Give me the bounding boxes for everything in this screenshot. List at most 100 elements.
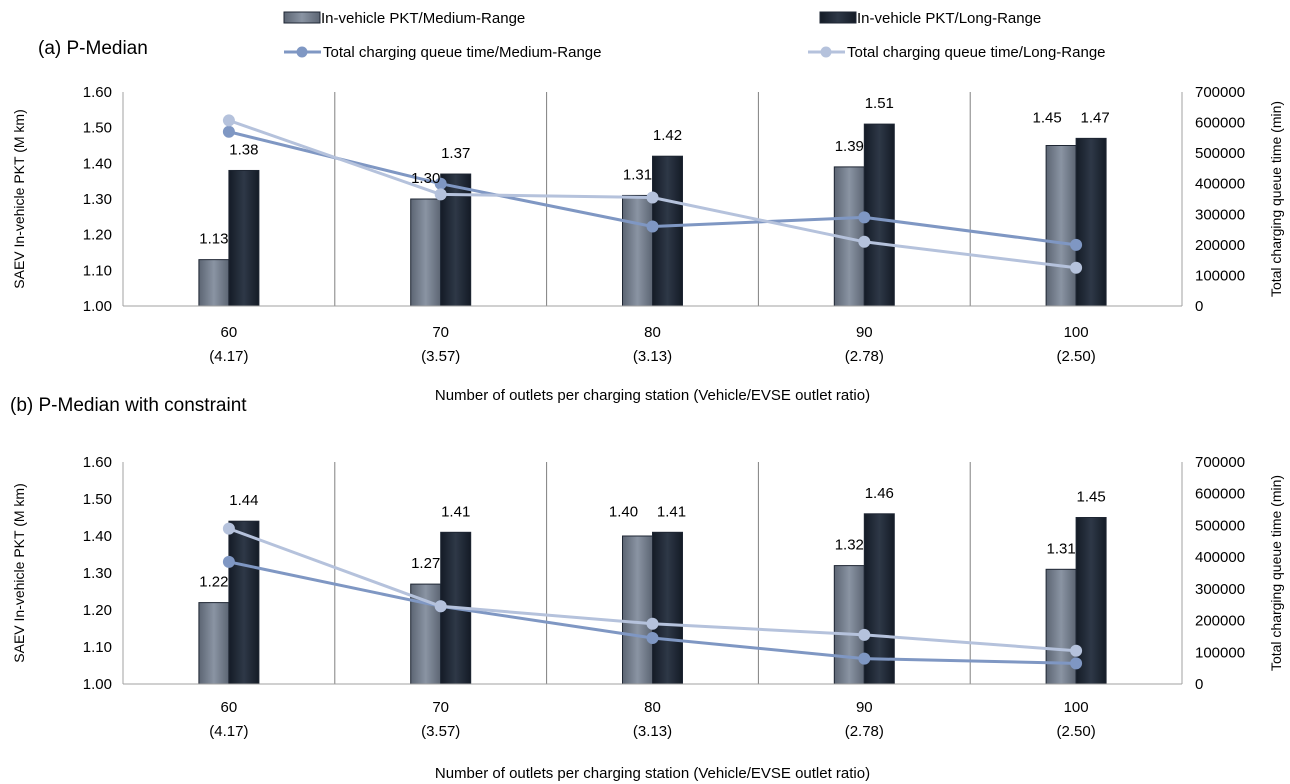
marker-queue-medium-range [434, 177, 447, 190]
y2-axis-title: Total charging queue time (min) [1268, 101, 1284, 297]
data-label-long: 1.45 [1076, 489, 1105, 506]
bar-medium-range [410, 583, 442, 685]
legend-label-queue-long: Total charging queue time/Long-Range [847, 44, 1106, 61]
y-tick-label: 1.50 [83, 120, 112, 137]
y2-tick-label: 100000 [1195, 644, 1245, 661]
panel-a: (a) P-Median1.131.381.301.371.311.421.39… [11, 38, 1284, 404]
y2-tick-label: 600000 [1195, 486, 1245, 503]
data-label-medium: 1.32 [835, 537, 864, 554]
y2-tick-label: 0 [1195, 298, 1203, 315]
y-tick-label: 1.20 [83, 602, 112, 619]
data-label-long: 1.37 [441, 145, 470, 162]
data-label-long: 1.47 [1080, 109, 1109, 126]
marker-queue-medium-range [858, 652, 871, 665]
panel-title: (a) P-Median [38, 38, 148, 59]
data-label-medium: 1.45 [1032, 109, 1061, 126]
x-category-sublabel: (2.78) [845, 723, 884, 740]
x-category-sublabel: (3.57) [421, 348, 460, 365]
panel-b: (b) P-Median with constraint 1.22 1.44 1.27… [10, 395, 1284, 782]
x-category-label: 60 [221, 324, 238, 341]
marker-queue-long-range [434, 600, 447, 613]
marker-queue-long-range [646, 617, 659, 630]
marker-queue-medium-range [1070, 657, 1083, 670]
data-label-long: 1.44 [229, 492, 258, 509]
x-category-label: 100 [1064, 699, 1089, 716]
marker-queue-long-range [1070, 644, 1083, 657]
y-tick-label: 1.10 [83, 262, 112, 279]
y-axis-title: SAEV In-vehicle PKT (M km) [11, 483, 27, 662]
bar-long-range [652, 531, 683, 685]
marker-queue-long-range [1070, 261, 1083, 274]
bar-long-range [652, 155, 683, 307]
marker-queue-medium-range [222, 125, 235, 138]
x-axis-title: Number of outlets per charging station (… [435, 387, 870, 404]
y-tick-label: 1.10 [83, 639, 112, 656]
bar-medium-range [622, 194, 653, 307]
y2-tick-label: 300000 [1195, 581, 1245, 598]
marker-queue-long-range [858, 235, 871, 248]
marker-queue-long-range [222, 114, 235, 127]
marker-queue-medium-range [858, 211, 871, 224]
data-label-long: 1.42 [653, 127, 682, 144]
y-tick-label: 1.00 [83, 676, 112, 693]
bar-medium-range [833, 565, 865, 685]
y-tick-label: 1.30 [83, 565, 112, 582]
x-category-label: 70 [432, 699, 449, 716]
y-tick-label: 1.40 [83, 528, 112, 545]
legend-label-pkt-medium: In-vehicle PKT/Medium-Range [321, 10, 525, 27]
y2-axis-title: Total charging queue time (min) [1268, 475, 1284, 671]
y2-tick-label: 500000 [1195, 517, 1245, 534]
y2-tick-label: 300000 [1195, 206, 1245, 223]
y2-tick-label: 600000 [1195, 115, 1245, 132]
x-category-label: 70 [432, 324, 449, 341]
marker-queue-long-range [858, 628, 871, 641]
bar-medium-range [198, 602, 230, 685]
x-category-sublabel: (3.57) [421, 723, 460, 740]
marker-queue-medium-range [646, 632, 659, 645]
marker-queue-long-range [646, 191, 659, 204]
data-label-medium: 1.30 [411, 170, 440, 187]
y-tick-label: 1.60 [83, 454, 112, 471]
x-category-sublabel: (4.17) [209, 723, 248, 740]
data-label-medium: 1.31 [1046, 540, 1075, 557]
legend: In-vehicle PKT/Medium-Range In-vehicle P… [283, 10, 1106, 61]
y2-tick-label: 100000 [1195, 267, 1245, 284]
bar-medium-range [1045, 145, 1077, 307]
x-category-label: 100 [1064, 324, 1089, 341]
y-tick-label: 1.30 [83, 191, 112, 208]
legend-swatch-pkt-long [819, 11, 857, 24]
panel-title: (b) P-Median with constraint [10, 395, 247, 416]
y2-tick-label: 200000 [1195, 613, 1245, 630]
y2-tick-label: 700000 [1195, 454, 1245, 471]
x-category-label: 80 [644, 324, 661, 341]
x-category-sublabel: (2.50) [1057, 348, 1096, 365]
y2-tick-label: 700000 [1195, 84, 1245, 101]
y2-tick-label: 200000 [1195, 237, 1245, 254]
x-category-sublabel: (2.78) [845, 348, 884, 365]
data-label-medium: 1.13 [199, 231, 228, 248]
bar-medium-range [622, 535, 653, 685]
bar-medium-range [198, 259, 230, 307]
data-label-medium: 1.27 [411, 555, 440, 572]
x-category-label: 90 [856, 324, 873, 341]
x-category-label: 60 [221, 699, 238, 716]
y-tick-label: 1.20 [83, 227, 112, 244]
marker-queue-medium-range [646, 220, 659, 233]
marker-queue-medium-range [1070, 238, 1083, 251]
data-label-medium: 1.39 [835, 138, 864, 155]
x-axis-title: Number of outlets per charging station (… [435, 765, 870, 782]
data-label-long: 1.41 [441, 503, 470, 520]
data-label-long: 1.46 [865, 485, 894, 502]
x-category-label: 80 [644, 699, 661, 716]
x-category-label: 90 [856, 699, 873, 716]
bar-long-range [1075, 137, 1107, 307]
y-tick-label: 1.60 [83, 84, 112, 101]
y2-tick-label: 400000 [1195, 549, 1245, 566]
data-label-long: 1.38 [229, 141, 258, 158]
x-category-sublabel: (3.13) [633, 348, 672, 365]
y-tick-label: 1.00 [83, 298, 112, 315]
marker-queue-medium-range [222, 555, 235, 568]
data-label-medium: 1.40 [609, 503, 638, 520]
legend-swatch-pkt-medium [283, 11, 321, 24]
